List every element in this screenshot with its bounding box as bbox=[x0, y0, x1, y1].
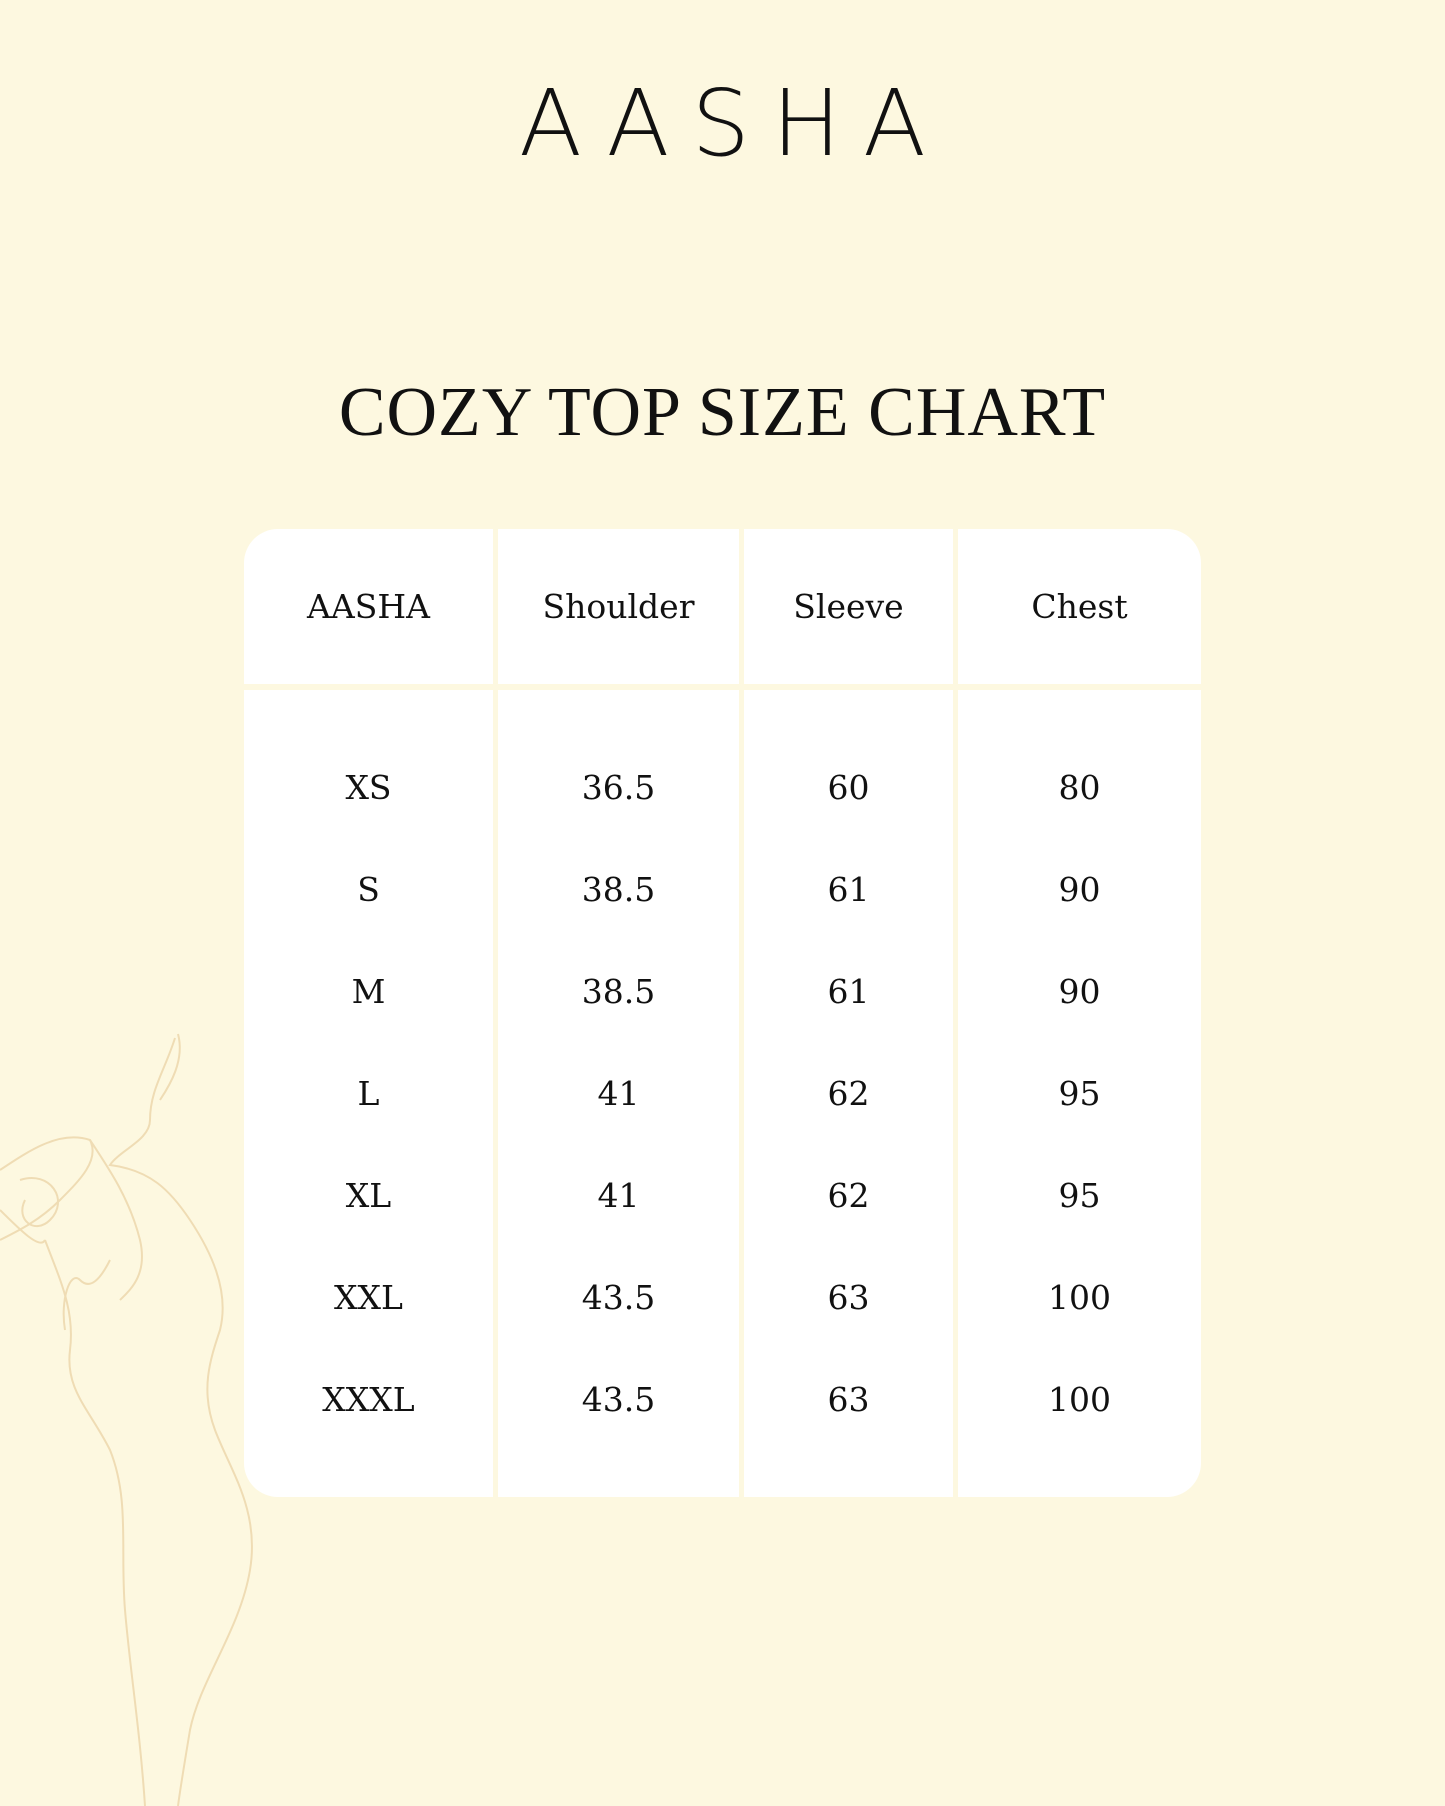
header-shoulder: Shoulder bbox=[498, 529, 739, 690]
cell-shoulder: 43.5 bbox=[581, 1380, 656, 1419]
header-sleeve: Sleeve bbox=[744, 529, 953, 690]
cell-shoulder: 41 bbox=[597, 1176, 640, 1215]
cell-size: L bbox=[357, 1074, 380, 1113]
header-size: AASHA bbox=[244, 529, 493, 690]
cell-sleeve: 63 bbox=[827, 1278, 870, 1317]
cell-chest: 100 bbox=[1048, 1380, 1111, 1419]
size-chart-table: AASHA XS S M L XL XXL XXXL Shoulder 36.5… bbox=[244, 529, 1201, 1497]
cell-chest: 95 bbox=[1058, 1176, 1101, 1215]
brand-logo: AASHA bbox=[519, 70, 948, 177]
cell-size: XL bbox=[345, 1176, 392, 1215]
cell-chest: 90 bbox=[1058, 972, 1101, 1011]
cell-sleeve: 60 bbox=[827, 768, 870, 807]
cell-size: XS bbox=[345, 768, 392, 807]
column-shoulder: Shoulder 36.5 38.5 38.5 41 41 43.5 43.5 bbox=[498, 529, 744, 1497]
cell-size: S bbox=[357, 870, 380, 909]
cell-chest: 80 bbox=[1058, 768, 1101, 807]
column-size: AASHA XS S M L XL XXL XXXL bbox=[244, 529, 498, 1497]
cell-sleeve: 61 bbox=[827, 870, 870, 909]
cell-shoulder: 41 bbox=[597, 1074, 640, 1113]
cell-shoulder: 36.5 bbox=[581, 768, 656, 807]
header-chest: Chest bbox=[958, 529, 1201, 690]
cell-shoulder: 38.5 bbox=[581, 870, 656, 909]
cell-size: M bbox=[351, 972, 386, 1011]
column-chest: Chest 80 90 90 95 95 100 100 bbox=[958, 529, 1201, 1497]
cell-size: XXXL bbox=[322, 1380, 415, 1419]
line-art-figure-decoration bbox=[0, 1033, 253, 1806]
cell-sleeve: 61 bbox=[827, 972, 870, 1011]
column-sleeve: Sleeve 60 61 61 62 62 63 63 bbox=[744, 529, 958, 1497]
cell-chest: 100 bbox=[1048, 1278, 1111, 1317]
cell-shoulder: 38.5 bbox=[581, 972, 656, 1011]
cell-sleeve: 62 bbox=[827, 1176, 870, 1215]
cell-chest: 95 bbox=[1058, 1074, 1101, 1113]
cell-sleeve: 63 bbox=[827, 1380, 870, 1419]
cell-size: XXL bbox=[334, 1278, 403, 1317]
cell-shoulder: 43.5 bbox=[581, 1278, 656, 1317]
page-title: COZY TOP SIZE CHART bbox=[338, 374, 1107, 451]
cell-chest: 90 bbox=[1058, 870, 1101, 909]
cell-sleeve: 62 bbox=[827, 1074, 870, 1113]
